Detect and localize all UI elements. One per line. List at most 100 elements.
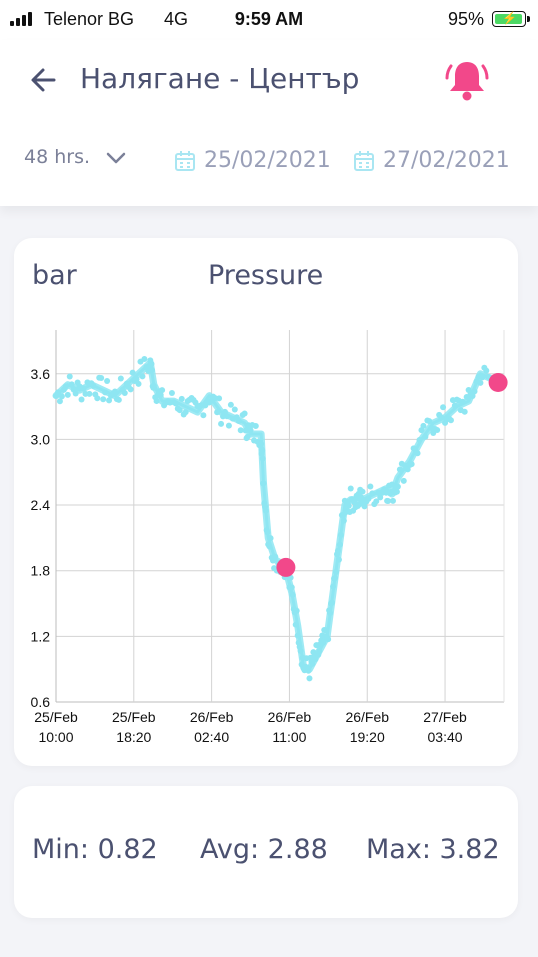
data-point [94, 395, 101, 402]
data-point [312, 656, 319, 663]
data-point [394, 483, 401, 490]
data-point [225, 422, 232, 429]
y-tick-label: 0.6 [31, 694, 51, 710]
data-point [469, 393, 476, 400]
data-point [129, 369, 136, 376]
data-point [266, 543, 273, 550]
data-point [400, 477, 407, 484]
data-point [332, 574, 339, 581]
data-point [359, 488, 366, 495]
data-point [149, 367, 156, 374]
data-point [377, 494, 384, 501]
data-point [337, 532, 344, 539]
data-point [62, 383, 69, 390]
data-point [148, 360, 155, 367]
date-from-label: 25/02/2021 [204, 148, 331, 173]
data-point [223, 413, 230, 420]
data-point [104, 378, 111, 385]
data-point [289, 591, 296, 598]
stats-card: Min: 0.82 Avg: 2.88 Max: 3.82 [14, 786, 518, 918]
data-point [241, 410, 248, 417]
data-point [216, 395, 223, 402]
data-point [440, 404, 447, 411]
calendar-icon [175, 151, 195, 171]
data-point [316, 647, 323, 654]
pressure-chart[interactable]: 3.63.02.41.81.20.625/Feb10:0025/Feb18:20… [14, 238, 518, 766]
data-point [115, 396, 122, 403]
data-point [451, 402, 458, 409]
battery-percent: 95% [447, 9, 484, 29]
data-point [292, 621, 299, 628]
range-label: 48 hrs. [24, 146, 91, 168]
data-point [367, 483, 374, 490]
x-tick-label: 27/Feb [423, 709, 467, 725]
x-tick-label: 25/Feb [112, 709, 156, 725]
data-point [111, 388, 118, 395]
data-point [483, 367, 490, 374]
data-point [56, 398, 63, 405]
data-point [369, 490, 376, 497]
data-point [347, 485, 354, 492]
data-point [258, 441, 265, 448]
data-point [133, 376, 140, 383]
data-point [293, 607, 300, 614]
y-tick-label: 3.0 [31, 431, 51, 447]
data-point [66, 373, 73, 380]
data-point [127, 386, 134, 393]
status-bar: Telenor BG 4G 9:59 AM 95% ⚡ [0, 0, 538, 40]
range-dropdown[interactable]: 48 hrs. [24, 146, 126, 168]
data-point [264, 529, 271, 536]
data-point [459, 398, 466, 405]
series-line-core [54, 361, 493, 671]
y-tick-label: 2.4 [31, 497, 51, 513]
data-point [64, 391, 71, 398]
data-point [237, 427, 244, 434]
data-point [385, 498, 392, 505]
data-point [153, 398, 160, 405]
data-point [325, 636, 332, 643]
pressure-chart-card: bar Pressure 3.6 3.0 2.4 1.8 1.2 0.6 25/Feb 10:… [14, 238, 518, 766]
data-point [327, 610, 334, 617]
data-point [396, 466, 403, 473]
carrier-name: Telenor BG [44, 9, 135, 29]
data-point [358, 499, 365, 506]
x-tick-label: 26/Feb [268, 709, 312, 725]
data-point [323, 627, 330, 634]
date-to-picker[interactable]: 27/02/2021 [353, 148, 510, 173]
data-point [461, 408, 468, 415]
data-point [351, 499, 358, 506]
data-point [259, 447, 266, 454]
page-title: Налягане - Център [80, 62, 360, 95]
data-point [408, 461, 415, 468]
data-point [200, 412, 207, 419]
data-point [288, 584, 295, 591]
bell-icon[interactable] [444, 56, 490, 104]
data-point [182, 409, 189, 416]
data-point [340, 517, 347, 524]
signal-icon [10, 12, 36, 26]
data-point [168, 389, 175, 396]
highlight-marker[interactable] [276, 557, 296, 577]
data-point [178, 395, 185, 402]
data-point [54, 389, 61, 396]
data-point [345, 502, 352, 509]
chart-title: Pressure [208, 260, 324, 291]
highlight-marker[interactable] [488, 373, 508, 393]
data-point [420, 422, 427, 429]
data-point [365, 495, 372, 502]
data-point [262, 507, 269, 514]
data-point [86, 390, 93, 397]
chevron-down-icon [106, 152, 126, 163]
data-point [90, 382, 97, 389]
data-point [227, 401, 234, 408]
x-tick-label: 26/Feb [190, 709, 234, 725]
data-point [414, 450, 421, 457]
data-point [121, 389, 128, 396]
date-from-picker[interactable]: 25/02/2021 [174, 148, 331, 173]
arrow-left-icon[interactable] [26, 62, 62, 98]
data-point [329, 599, 336, 606]
data-point [306, 675, 313, 682]
data-point [361, 503, 368, 510]
data-point [141, 356, 148, 363]
data-point [309, 660, 316, 667]
